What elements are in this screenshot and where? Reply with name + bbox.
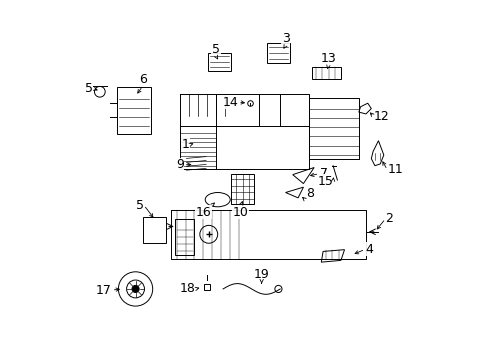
Text: 2: 2: [385, 212, 393, 225]
Bar: [175, 219, 194, 255]
Text: 4: 4: [365, 243, 372, 256]
Text: 13: 13: [320, 52, 336, 65]
Polygon shape: [358, 103, 370, 114]
Text: 15: 15: [317, 175, 332, 188]
Text: 9: 9: [176, 158, 183, 171]
Text: 19: 19: [253, 268, 269, 281]
Text: 7: 7: [319, 167, 327, 180]
Ellipse shape: [205, 193, 230, 207]
Bar: [266, 43, 289, 63]
Text: 10: 10: [232, 206, 248, 219]
Text: 11: 11: [386, 163, 402, 176]
Circle shape: [132, 285, 139, 293]
Bar: [117, 87, 150, 134]
Text: 12: 12: [373, 110, 389, 123]
Bar: [142, 217, 166, 243]
Text: 16: 16: [196, 206, 211, 219]
Text: 3: 3: [281, 32, 289, 45]
Polygon shape: [292, 167, 313, 184]
Polygon shape: [321, 249, 344, 262]
Text: 17: 17: [96, 284, 111, 297]
Bar: [231, 174, 254, 204]
Text: 18: 18: [179, 283, 195, 296]
Text: 8: 8: [305, 187, 313, 201]
Text: 5: 5: [84, 82, 93, 95]
Text: 5: 5: [136, 198, 143, 212]
Text: 1: 1: [181, 139, 189, 152]
Text: 6: 6: [139, 73, 146, 86]
Text: 14: 14: [222, 96, 238, 109]
Bar: [207, 53, 231, 71]
Polygon shape: [285, 187, 303, 198]
Text: 5: 5: [211, 43, 220, 56]
Bar: [312, 67, 340, 79]
Polygon shape: [370, 141, 383, 166]
